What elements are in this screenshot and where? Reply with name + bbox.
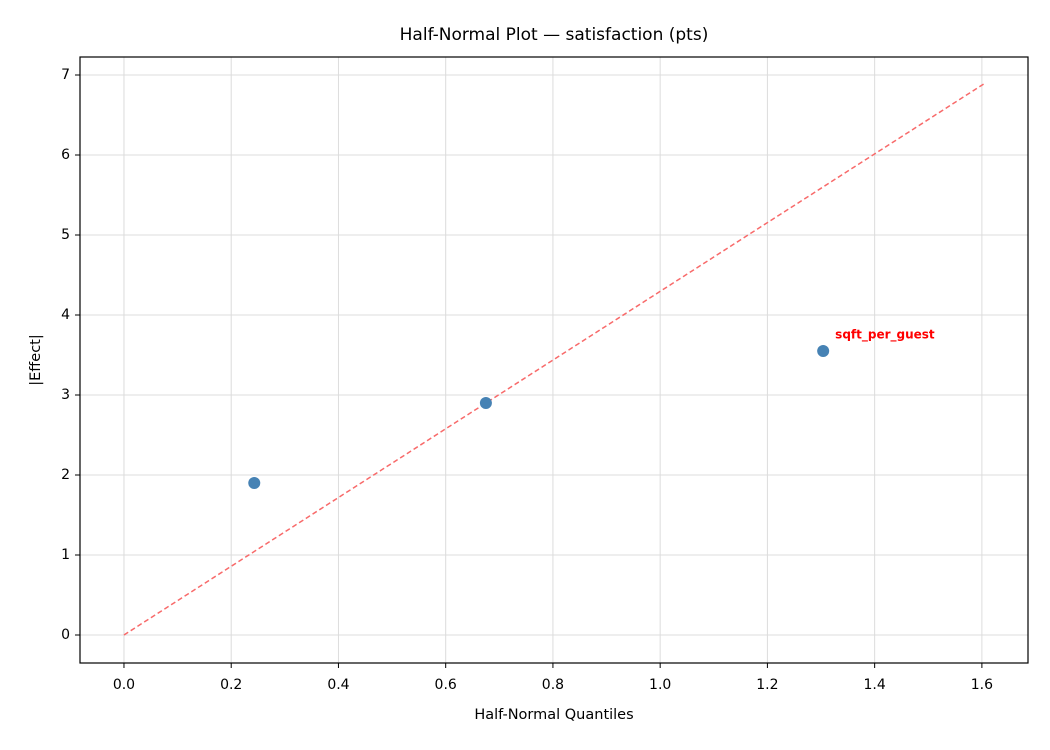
x-axis-label: Half-Normal Quantiles xyxy=(474,707,633,723)
chart-title: Half-Normal Plot — satisfaction (pts) xyxy=(400,25,709,45)
y-axis-label: |Effect| xyxy=(28,334,44,386)
x-tick-label: 1.2 xyxy=(756,677,778,693)
reference-line xyxy=(123,83,985,636)
x-tick-label: 1.0 xyxy=(649,677,671,693)
point-label: sqft_per_guest xyxy=(835,328,935,343)
point xyxy=(817,345,830,357)
y-tick-label: 2 xyxy=(61,467,70,483)
x-tick-label: 1.6 xyxy=(971,677,993,693)
y-tick-label: 6 xyxy=(61,147,70,163)
plot-frame xyxy=(79,56,1029,664)
y-tick-label: 1 xyxy=(61,547,70,563)
y-tick-label: 3 xyxy=(61,387,70,403)
x-tick-label: 0.6 xyxy=(435,677,457,693)
y-tick-label: 7 xyxy=(61,67,70,83)
x-tick-label: 1.4 xyxy=(864,677,886,693)
x-tick-label: 0.8 xyxy=(542,677,564,693)
x-tick-label: 0.0 xyxy=(113,677,135,693)
x-tick-label: 0.4 xyxy=(327,677,349,693)
y-tick-label: 0 xyxy=(61,627,70,643)
point xyxy=(479,397,492,409)
y-tick-label: 5 xyxy=(61,227,70,243)
y-tick-label: 4 xyxy=(61,307,70,323)
point xyxy=(248,477,261,489)
x-tick-label: 0.2 xyxy=(220,677,242,693)
